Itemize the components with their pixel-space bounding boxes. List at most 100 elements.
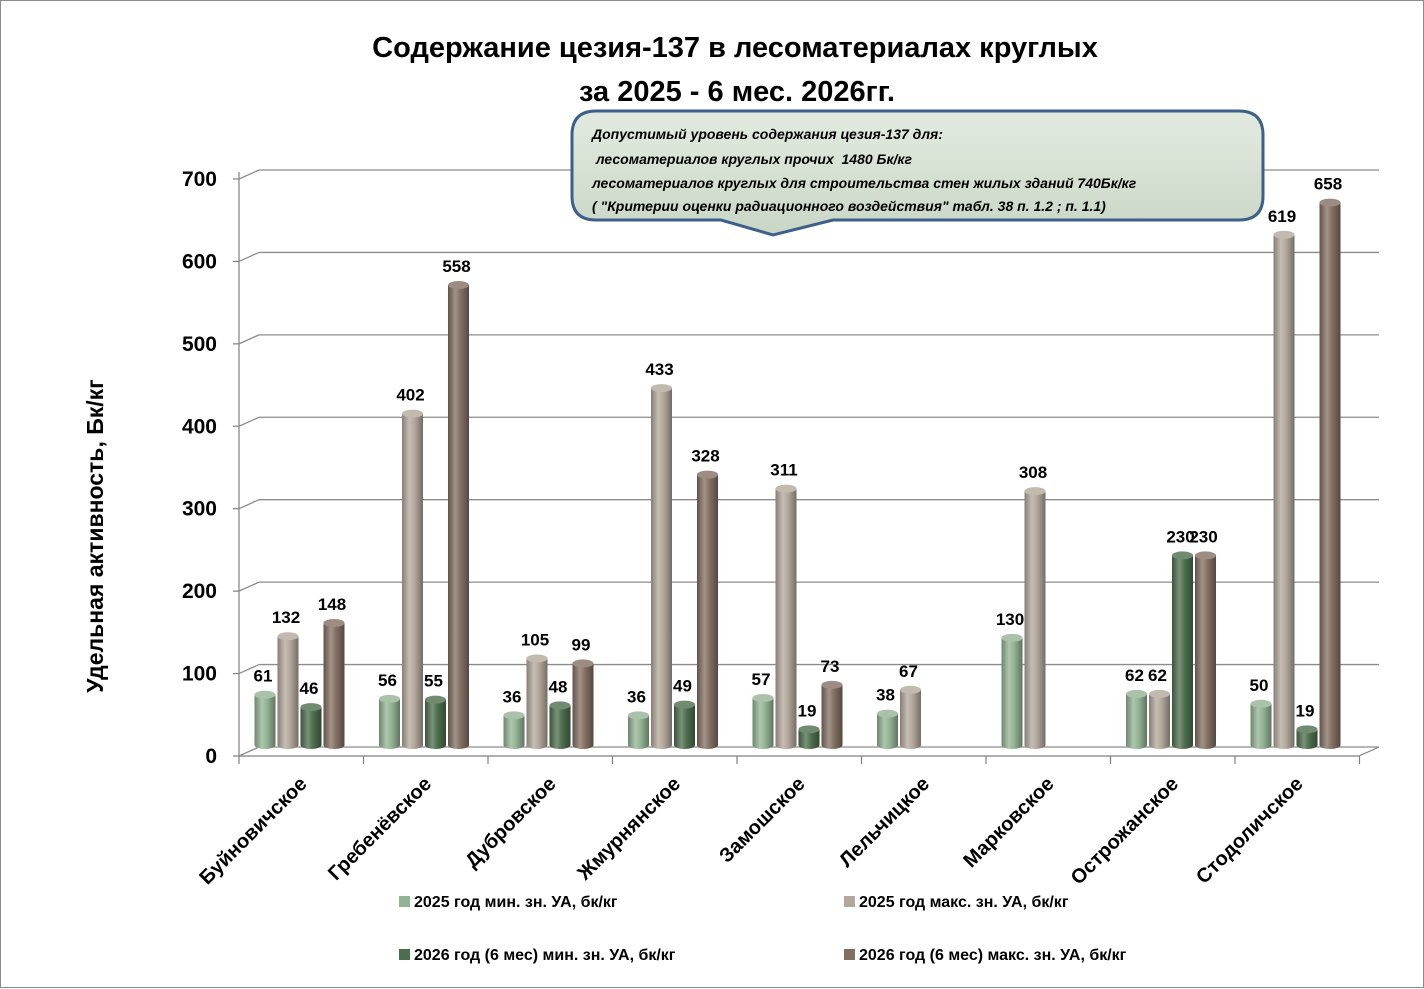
- bar-body: [503, 715, 525, 749]
- data-label: 658: [1314, 175, 1342, 194]
- bar-body: [402, 413, 423, 749]
- bar-body: [277, 636, 299, 749]
- data-label: 19: [798, 701, 817, 720]
- bar: [300, 703, 322, 749]
- data-label: 62: [1125, 666, 1144, 685]
- bar-body: [1172, 555, 1193, 749]
- bar-body: [900, 689, 921, 749]
- bar: [425, 695, 446, 749]
- bar: [1195, 551, 1216, 749]
- legend-swatch: [844, 896, 855, 907]
- category-label: Марковское: [959, 773, 1058, 872]
- bar-body: [821, 684, 843, 749]
- data-label: 48: [549, 677, 568, 696]
- bar-body: [1149, 693, 1170, 749]
- bar: [628, 711, 649, 749]
- bar-body: [448, 285, 469, 749]
- bar-body: [254, 694, 276, 749]
- bar: [1172, 551, 1193, 749]
- data-label: 36: [627, 687, 646, 706]
- data-label: 57: [752, 670, 771, 689]
- category-label: Стодоличское: [1192, 773, 1307, 888]
- callout-line-1: Допустимый уровень содержания цезия-137 …: [591, 126, 943, 142]
- bar-body: [1195, 555, 1216, 749]
- bar-body: [674, 704, 695, 749]
- bar: [448, 281, 469, 749]
- data-label: 230: [1189, 527, 1217, 546]
- bar-top: [300, 703, 322, 712]
- legend-swatch: [399, 949, 410, 960]
- legend-item: 2025 год макс. зн. УА, бк/кг: [844, 894, 1069, 911]
- category-label: Замошское: [715, 773, 809, 867]
- data-label: 230: [1166, 527, 1194, 546]
- bar-top: [1195, 551, 1216, 560]
- bar-top: [1296, 725, 1318, 734]
- y-tick-label: 0: [205, 745, 217, 768]
- bar-top: [674, 700, 695, 709]
- bar: [752, 694, 774, 749]
- data-label: 56: [378, 671, 397, 690]
- bar-body: [379, 698, 400, 749]
- legend-label: 2025 год мин. зн. УА, бк/кг: [414, 894, 618, 911]
- bar-top: [1126, 689, 1147, 698]
- bar-top: [821, 680, 843, 689]
- bar-body: [628, 715, 649, 749]
- legend-swatch: [844, 949, 855, 960]
- data-label: 49: [673, 677, 692, 696]
- bar-body: [526, 658, 548, 749]
- bar-top: [379, 694, 400, 703]
- bar: [900, 685, 921, 749]
- category-label: Дубровское: [461, 773, 560, 872]
- bar-body: [300, 707, 322, 749]
- bar-top: [628, 711, 649, 720]
- data-label: 619: [1268, 207, 1296, 226]
- bar: [1024, 487, 1046, 749]
- data-label: 148: [318, 595, 346, 614]
- bar-body: [572, 663, 594, 749]
- bar-body: [651, 388, 672, 749]
- floor-edge: [1358, 746, 1380, 757]
- bar-body: [425, 699, 446, 749]
- data-label: 62: [1148, 666, 1167, 685]
- bar-body: [1001, 637, 1023, 749]
- bar: [1149, 689, 1170, 749]
- bar-top: [323, 619, 345, 628]
- bar-body: [1250, 703, 1272, 749]
- data-label: 130: [996, 610, 1024, 629]
- legend-item: 2025 год мин. зн. УА, бк/кг: [399, 894, 618, 911]
- bar-top: [572, 659, 594, 668]
- legend: 2025 год мин. зн. УА, бк/кг 2025 год макс…: [399, 894, 1127, 964]
- data-label: 73: [821, 657, 840, 676]
- legend-swatch: [399, 896, 410, 907]
- bar-top: [503, 711, 525, 720]
- bar-body: [775, 488, 797, 749]
- bar: [1250, 699, 1272, 749]
- callout-bubble: [570, 109, 1265, 237]
- bar-body: [549, 705, 571, 749]
- bar-top: [651, 384, 672, 393]
- bar-top: [798, 725, 820, 734]
- y-tick-label: 500: [182, 333, 217, 356]
- bar: [798, 725, 820, 749]
- bar-body: [1024, 491, 1046, 749]
- data-label: 19: [1296, 701, 1315, 720]
- gridline-side: [238, 746, 260, 757]
- y-tick-labels: 0 100 200 300 400 500 600 700: [182, 168, 217, 768]
- bar: [674, 700, 695, 749]
- category-label: Буйновичское: [195, 773, 311, 889]
- bar-body: [798, 729, 820, 749]
- bar: [1296, 725, 1318, 749]
- data-label: 99: [572, 635, 591, 654]
- data-label: 402: [396, 386, 424, 405]
- bar-body: [1273, 234, 1295, 749]
- bar-top: [900, 685, 921, 694]
- bar: [254, 690, 276, 749]
- callout-line-3: лесоматериалов круглых для строительства…: [591, 175, 1137, 191]
- bar: [323, 619, 345, 749]
- bar-top: [402, 409, 423, 418]
- bar: [651, 384, 672, 749]
- bar-top: [877, 709, 898, 718]
- callout-line-2: лесоматериалов круглых прочих 1480 Бк/кг: [592, 151, 913, 167]
- gridline-side: [238, 169, 260, 180]
